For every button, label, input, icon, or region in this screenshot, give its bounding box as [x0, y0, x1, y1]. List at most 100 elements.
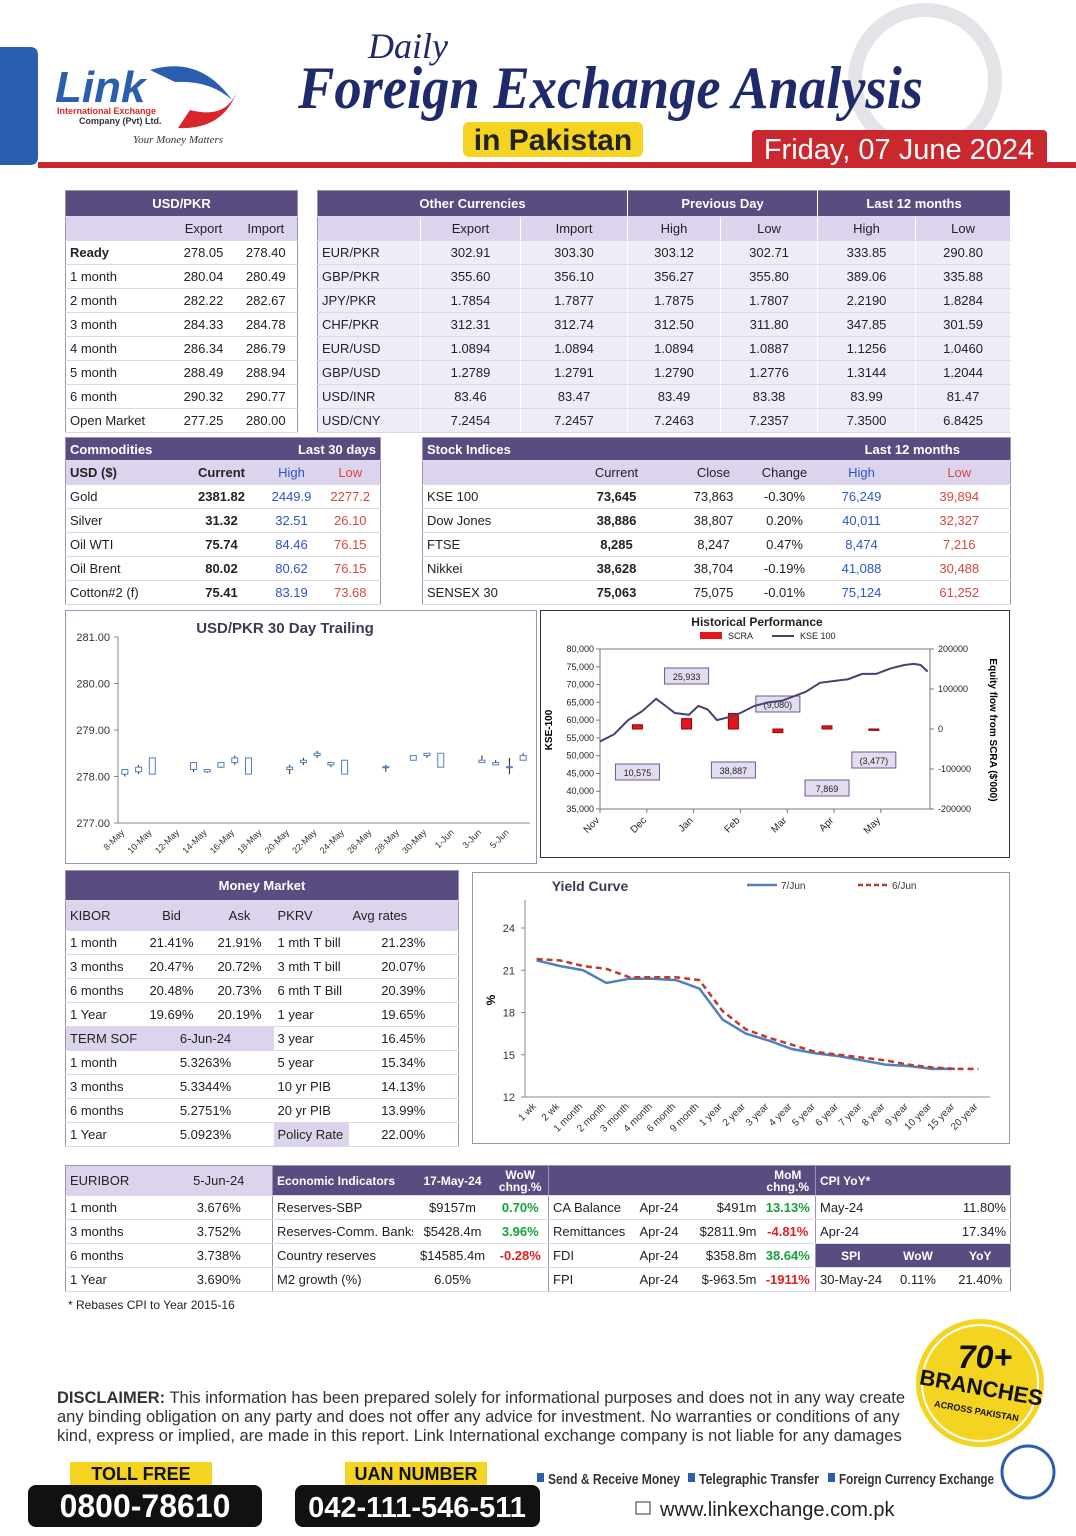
table-cell: 2449.9	[262, 484, 321, 509]
table-cell: 61,252	[908, 580, 1011, 605]
table-cell	[492, 1267, 549, 1292]
line	[599, 662, 929, 743]
table-cell: 7.2357	[720, 408, 819, 433]
table-cell: 39,894	[908, 484, 1011, 509]
data-label: (3,477)	[860, 756, 889, 766]
table-cell: 1.0894	[627, 336, 722, 361]
badge-ring	[921, 1324, 1039, 1442]
table-cell: 335.88	[915, 264, 1012, 289]
line	[536, 959, 956, 1071]
number-box	[295, 1485, 540, 1527]
table-cell: 286.79	[234, 336, 298, 361]
label-box	[345, 1462, 487, 1485]
table-cell: 355.80	[720, 264, 819, 289]
table-cell: High	[817, 216, 917, 241]
data-label: 7,869	[816, 784, 839, 794]
table-cell: 6 months	[65, 1098, 138, 1123]
y-axis-title: %	[484, 994, 498, 1005]
table-cell: FPI	[548, 1267, 633, 1292]
company-name: International Exchange	[57, 106, 156, 116]
table-cell: 301.59	[915, 312, 1012, 337]
table-cell: 1.7807	[720, 288, 819, 313]
table-cell: 356.10	[520, 264, 629, 289]
table-cell: Ready	[65, 240, 173, 265]
table-cell: 280.00	[234, 408, 298, 433]
table-cell: 5.3263%	[137, 1050, 274, 1075]
table-cell: Apr-24	[632, 1195, 686, 1220]
candle-body	[299, 759, 307, 764]
table-cell: Gold	[65, 484, 181, 509]
euribor-table: EURIBOR 5-Jun-24 1 month 3.676% 3 months 3.75…	[65, 1165, 273, 1292]
table-row: USD/INR 83.46 83.47 83.49 83.38 83.99 81.47	[317, 384, 1012, 409]
table-cell: 8,474	[814, 532, 909, 557]
table-cell: -1911%	[760, 1267, 816, 1292]
website: www.linkexchange.com.pk	[659, 1499, 896, 1521]
table-cell: Export	[420, 216, 521, 241]
bullet	[828, 1473, 835, 1482]
candle-body	[244, 757, 252, 775]
service: Telegraphic Transfer	[699, 1471, 819, 1488]
table-cell: 288.94	[234, 360, 298, 385]
table-cell: 80.62	[262, 556, 321, 581]
table-cell: 30-May-24	[815, 1267, 886, 1292]
table-cell: 3.738%	[165, 1243, 273, 1268]
chart-title: USD/PKR 30 Day Trailing	[196, 620, 374, 637]
table-cell: Change	[754, 460, 815, 485]
table-row: GBP/USD 1.2789 1.2791 1.2790 1.2776 1.3144 1.2…	[317, 360, 1012, 385]
table-row: 4 month 286.34 286.79	[65, 336, 298, 361]
table-cell: 302.71	[720, 240, 819, 265]
table-cell: 41,088	[814, 556, 909, 581]
legend-swatch	[700, 632, 722, 639]
table-cell: 83.99	[817, 384, 917, 409]
table-cell: 6-Jun-24	[137, 1026, 274, 1051]
y-tick-label: 40,000	[566, 786, 594, 796]
commodities-table: Commodities Last 30 days USD ($) Current Hig…	[65, 437, 382, 605]
table-cell: Close	[672, 460, 755, 485]
company-name: Company (Pvt) Ltd.	[79, 116, 162, 126]
table-cell: Money Market	[65, 870, 459, 901]
table-cell: CHF/PKR	[317, 312, 421, 337]
table-cell: 75,063	[560, 580, 673, 605]
candle-body	[286, 766, 294, 771]
table-row: JPY/PKR 1.7854 1.7877 1.7875 1.7807 2.2190 1.8…	[317, 288, 1012, 313]
table-cell: USD/INR	[317, 384, 421, 409]
y-tick-label: 24	[503, 923, 515, 935]
table-cell: -0.30%	[754, 484, 815, 509]
table-cell: Export	[172, 216, 235, 241]
y-axis-title: KSE-100	[544, 709, 555, 750]
table-cell: Low	[908, 460, 1011, 485]
badge	[912, 1315, 1048, 1451]
table-cell: 20.19%	[205, 1002, 274, 1027]
candle-body	[327, 762, 335, 766]
table-cell: Current	[180, 460, 263, 485]
table-row: 30-May-24 0.11% 21.40%	[815, 1267, 1011, 1292]
table-row: MoM chng.%	[548, 1165, 816, 1196]
header-tab	[0, 47, 38, 165]
table-row: 5 month 288.49 288.94	[65, 360, 298, 385]
legend-label: 6/Jun	[892, 881, 916, 892]
table-cell: $14585.4m	[412, 1243, 493, 1268]
y-tick-label: 15	[503, 1050, 515, 1062]
table-cell: 8,285	[560, 532, 673, 557]
table-cell: Reserves-Comm. Banks	[272, 1219, 413, 1244]
bullet	[688, 1473, 695, 1482]
table-cell: 83.38	[720, 384, 819, 409]
table-cell: 19.69%	[137, 1002, 206, 1027]
footnote: * Rebases CPI to Year 2015-16	[68, 1298, 235, 1312]
table-cell: 5.3344%	[137, 1074, 274, 1099]
table-cell: 38,628	[560, 556, 673, 581]
table-row: USD/PKR	[65, 190, 298, 217]
table-cell: Apr-24	[632, 1267, 686, 1292]
table-cell: 6 mth T Bill	[273, 978, 349, 1003]
table-cell: 1 month	[65, 930, 138, 955]
bar	[631, 724, 643, 730]
table-row: Ready 278.05 278.40	[65, 240, 298, 265]
table-row: EURIBOR 5-Jun-24	[65, 1165, 273, 1196]
brand: Link	[55, 63, 148, 112]
table-cell: 20.47%	[137, 954, 206, 979]
table-cell: 20.07%	[348, 954, 459, 979]
candle-body	[148, 757, 156, 775]
table-cell: Import	[234, 216, 298, 241]
